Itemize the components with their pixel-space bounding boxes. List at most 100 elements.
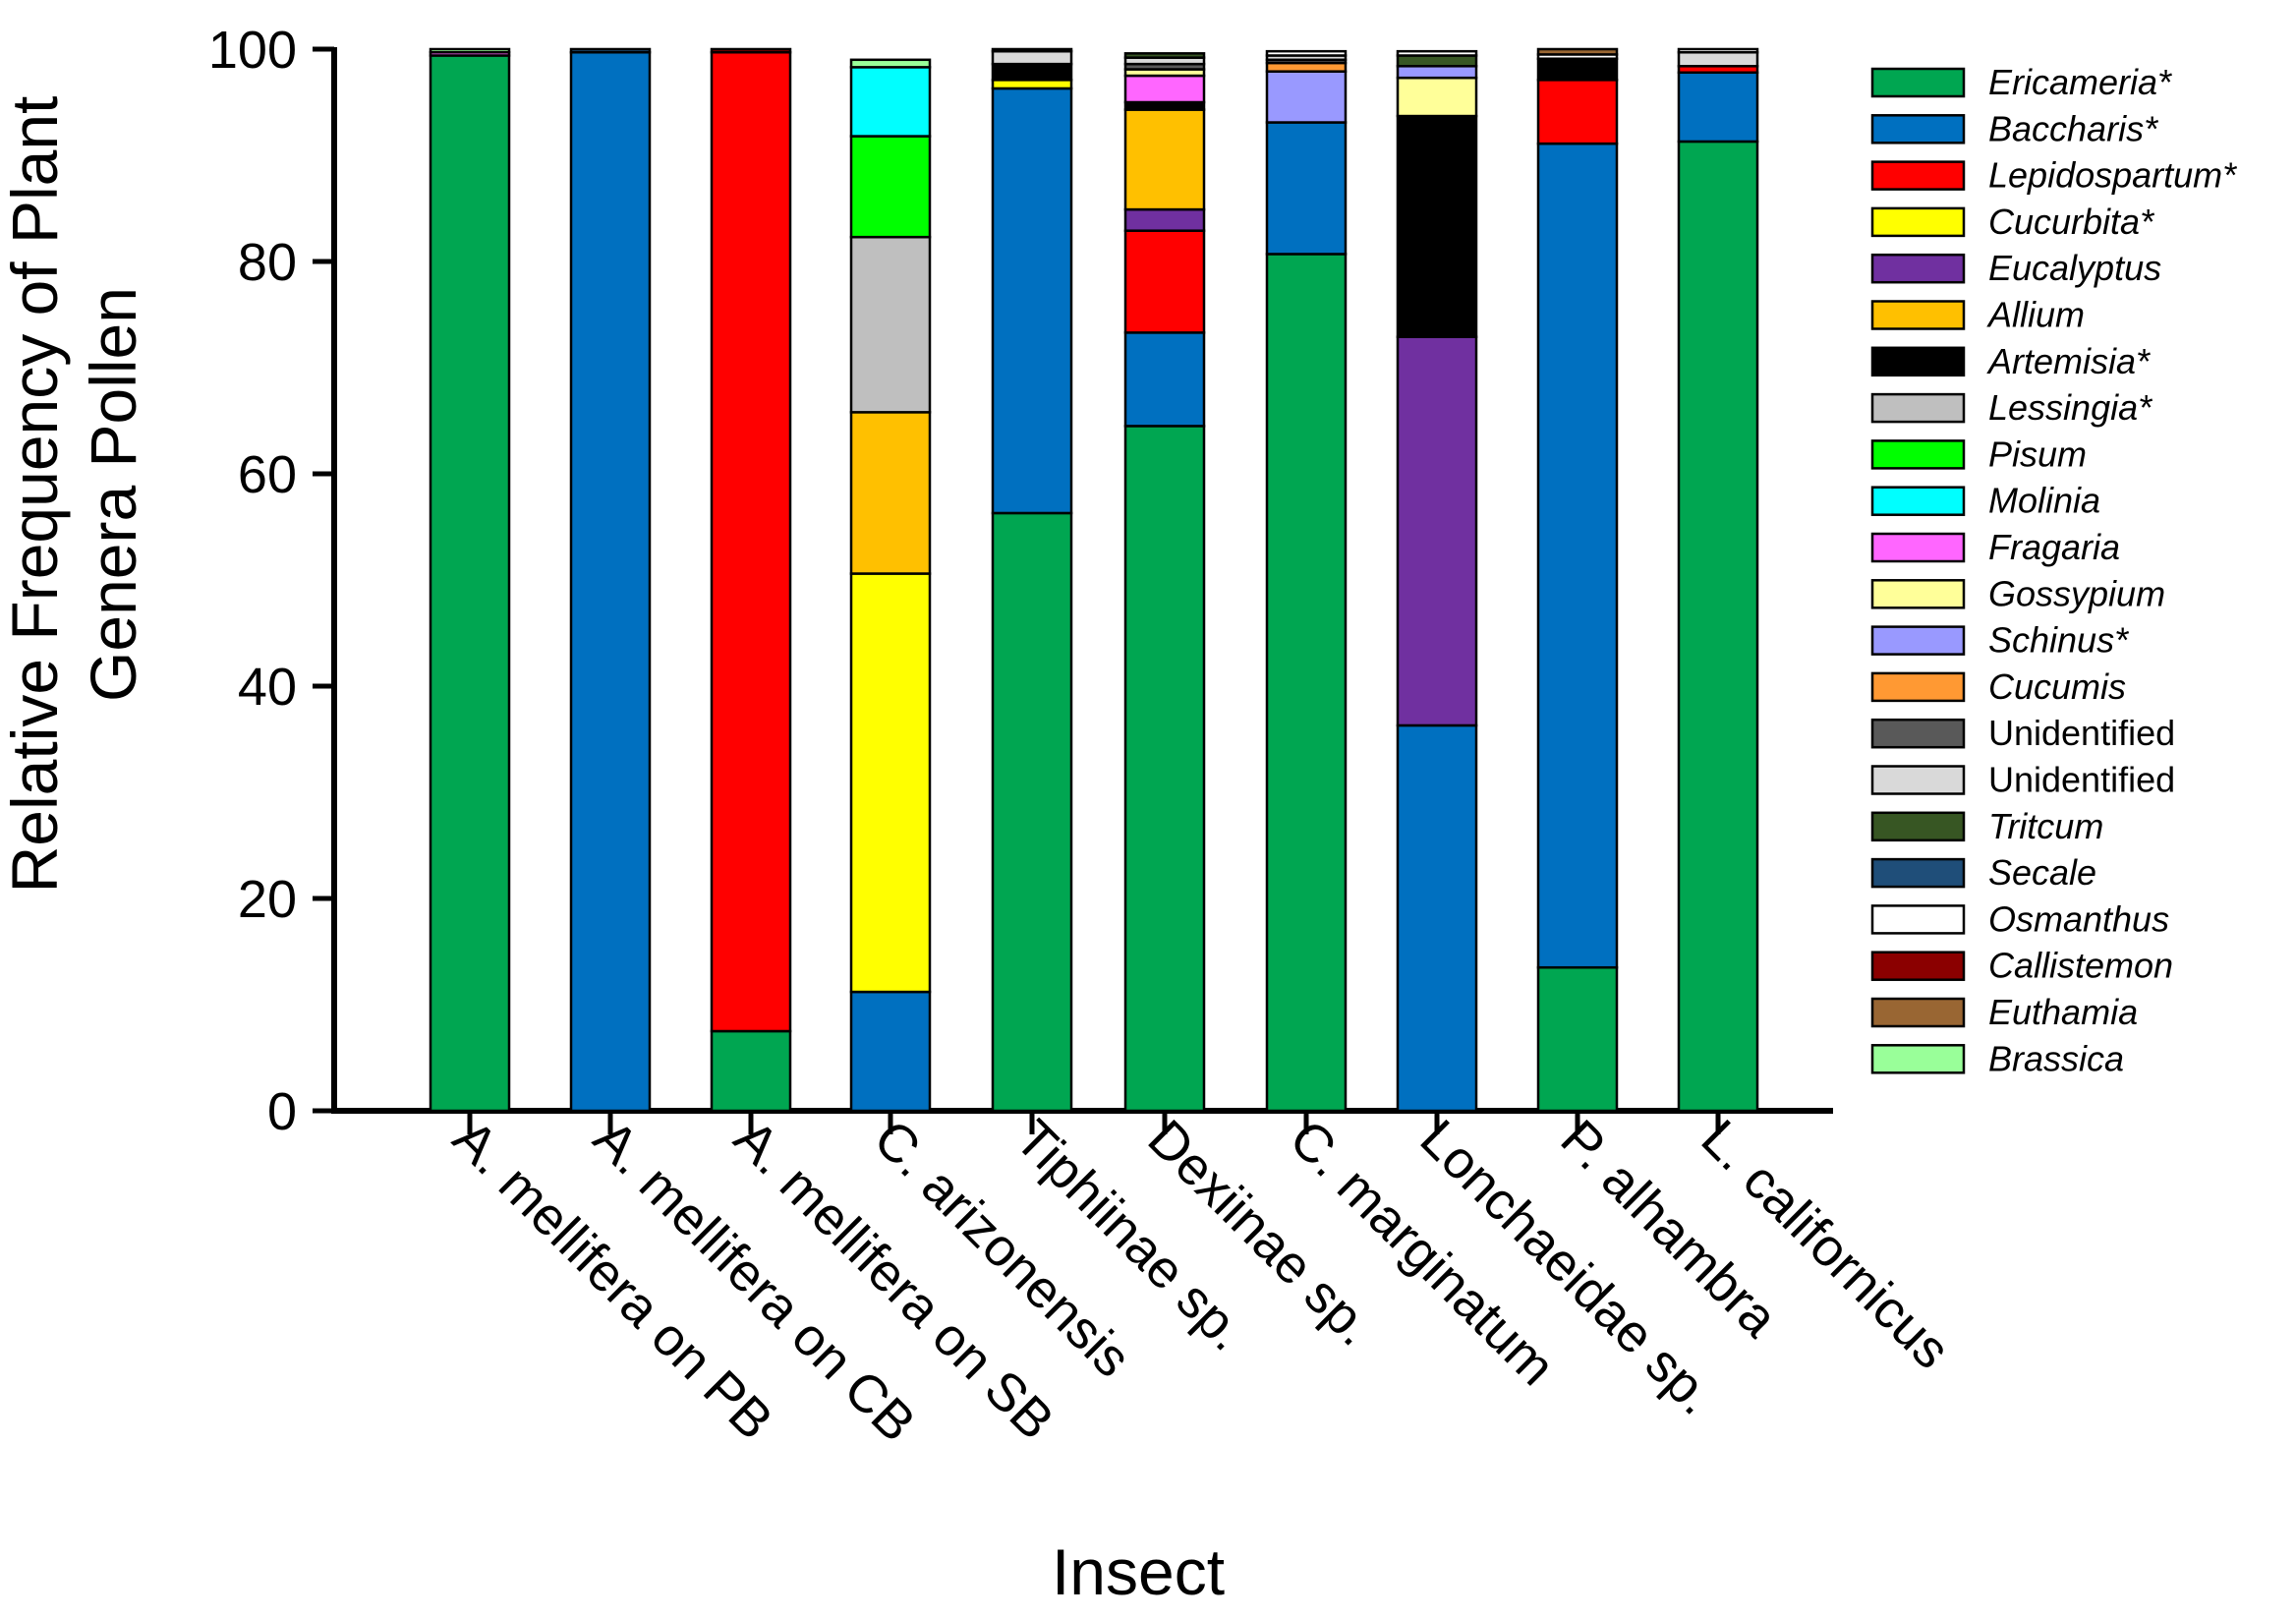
bar-segment-lessingia	[849, 235, 932, 414]
bar-segment-cucumis	[1265, 61, 1348, 73]
legend-swatch-cucumis	[1870, 671, 1966, 703]
y-tick-labels: 0 20 40 60 80 100	[208, 21, 297, 1141]
legend-label-ericameria: Ericameria*	[1988, 62, 2172, 102]
legend-swatch-cucurbita	[1870, 206, 1966, 238]
legend-swatch-lessingia	[1870, 392, 1966, 424]
bar-segment-brassica	[429, 47, 511, 54]
legend-label-allium: Allium	[1986, 295, 2085, 335]
legend-swatch-ericameria	[1870, 67, 1966, 98]
legend-label-molinia: Molinia	[1988, 481, 2100, 521]
legend-label-eucalyptus: Eucalyptus	[1988, 248, 2161, 288]
bar-segment-osmanthus	[1677, 47, 1759, 54]
bar-segment-eucalyptus	[1396, 335, 1478, 727]
y-tick-label: 100	[208, 21, 297, 80]
legend-label-secale: Secale	[1988, 852, 2096, 893]
bar-segment-ericameria	[1536, 965, 1619, 1113]
bar-segment-artemisia	[991, 62, 1073, 82]
y-axis-title-line-1: Relative Frequency of Plant	[0, 96, 71, 894]
bar-segment-baccharis	[1677, 71, 1759, 144]
legend-label-unidentified: Unidentified	[1988, 713, 2175, 753]
bar-segment-gossypium	[1396, 76, 1478, 118]
legend-swatch-schinus	[1870, 625, 1966, 656]
bar-segment-artemisia	[1396, 114, 1478, 338]
bar-segment-secale	[569, 47, 652, 54]
bars	[429, 47, 1759, 1113]
legend-label-unidentified: Unidentified	[1988, 760, 2175, 800]
bar-segment-ericameria	[1677, 140, 1759, 1113]
bar-segment-baccharis	[1123, 331, 1206, 428]
bar-segment-ericameria	[710, 1029, 792, 1113]
bar-segment-baccharis	[1536, 142, 1619, 969]
legend-swatch-secale	[1870, 857, 1966, 889]
bar-segment-baccharis	[1396, 723, 1478, 1113]
legend-label-lessingia: Lessingia*	[1988, 387, 2152, 428]
legend-swatch-tritcum	[1870, 811, 1966, 842]
bar-segment-baccharis	[849, 990, 932, 1113]
x-category-label-l-californicus: L. californicus	[1691, 1109, 1962, 1380]
bar-segment-lepidospartum	[1536, 79, 1619, 145]
bar-segment-unidentified	[1677, 50, 1759, 68]
bar-segment-lepidospartum	[710, 50, 792, 1033]
bar-segment-allium	[1123, 108, 1206, 211]
legend-swatch-gossypium	[1870, 579, 1966, 609]
bar-segment-molinia	[849, 66, 932, 138]
y-tick-label: 40	[238, 658, 297, 717]
legend-label-gossypium: Gossypium	[1988, 573, 2165, 613]
legend-swatch-callistemon	[1870, 951, 1966, 981]
legend-swatch-fragaria	[1870, 532, 1966, 563]
y-tick-label: 0	[267, 1082, 297, 1141]
legend-swatch-allium	[1870, 300, 1966, 330]
legend-label-artemisia: Artemisia*	[1986, 341, 2151, 381]
bar-segment-osmanthus	[1265, 49, 1348, 57]
y-axis-title-line-2: Genera Pollen	[77, 287, 149, 702]
y-tick-label: 80	[238, 233, 297, 292]
legend-label-schinus: Schinus*	[1988, 620, 2129, 661]
bar-segment-tritcum	[1396, 54, 1478, 68]
legend-swatch-baccharis	[1870, 114, 1966, 145]
bar-segment-osmanthus	[1396, 49, 1478, 57]
legend-label-baccharis: Baccharis*	[1988, 108, 2158, 148]
bar-segment-baccharis	[569, 50, 652, 1113]
bar-segment-tritcum	[1123, 52, 1206, 59]
bar-segment-allium	[849, 411, 932, 575]
legend-swatch-molinia	[1870, 486, 1966, 516]
legend-swatch-brassica	[1870, 1044, 1966, 1074]
legend-label-cucurbita: Cucurbita*	[1988, 202, 2154, 242]
legend-label-lepidospartum: Lepidospartum*	[1988, 155, 2237, 196]
bar-segment-euthamia	[1536, 47, 1619, 56]
legend-swatch-artemisia	[1870, 346, 1966, 377]
bar-segment-ericameria	[991, 511, 1073, 1113]
y-tick-label: 60	[238, 445, 297, 504]
bar-segment-ericameria	[1265, 253, 1348, 1113]
legend-swatch-osmanthus	[1870, 904, 1966, 935]
legend-label-tritcum: Tritcum	[1988, 806, 2103, 846]
bar-segment-callistemon	[710, 47, 792, 54]
bar-segment-eucalyptus	[1123, 207, 1206, 232]
x-axis-title: Insect	[1052, 1535, 1225, 1608]
legend-label-pisum: Pisum	[1988, 434, 2087, 474]
legend-label-osmanthus: Osmanthus	[1988, 898, 2169, 939]
legend-swatch-unidentified	[1870, 718, 1966, 749]
bar-segment-ericameria	[1123, 425, 1206, 1113]
legend-swatch-euthamia	[1870, 997, 1966, 1028]
bar-segment-brassica	[849, 58, 932, 69]
bar-segment-unidentified	[991, 49, 1073, 66]
legend-swatch-unidentified	[1870, 765, 1966, 795]
legend-label-fragaria: Fragaria	[1988, 527, 2120, 567]
legend-label-euthamia: Euthamia	[1988, 992, 2138, 1032]
bar-segment-baccharis	[991, 87, 1073, 515]
bar-segment-osmanthus	[991, 47, 1073, 53]
legend-label-cucumis: Cucumis	[1988, 666, 2126, 707]
x-category-labels: A. mellifera on PBA. mellifera on CBA. m…	[442, 1109, 1962, 1453]
bar-segment-cucurbita	[849, 572, 932, 994]
bar-segment-cucurbita	[991, 79, 1073, 90]
bar-segment-baccharis	[1265, 121, 1348, 256]
legend-swatch-pisum	[1870, 439, 1966, 470]
bar-segment-lepidospartum	[1123, 229, 1206, 334]
legend-swatch-eucalyptus	[1870, 253, 1966, 284]
bar-segment-pisum	[849, 135, 932, 239]
bar-segment-ericameria	[429, 54, 511, 1113]
legend: Ericameria* Baccharis* Lepidospartum* Cucur…	[1870, 62, 2237, 1078]
legend-label-brassica: Brassica	[1988, 1038, 2124, 1078]
